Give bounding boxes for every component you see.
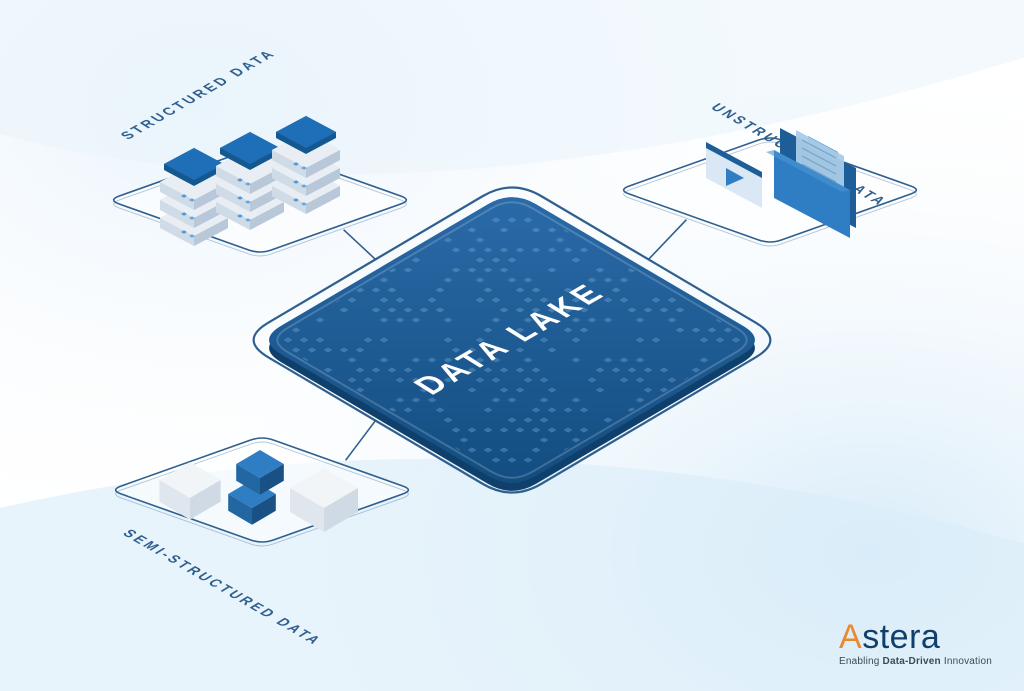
logo-tagline: Enabling Data-Driven Innovation [839, 656, 992, 667]
diagram-svg: DATA LAKE STRUCTURED DATA UNSTRUCTURED D… [0, 0, 1024, 691]
diagram-canvas: DATA LAKE STRUCTURED DATA UNSTRUCTURED D… [0, 0, 1024, 691]
logo-accent-char: A [839, 618, 862, 656]
logo-text: stera [862, 618, 940, 656]
brand-logo: Astera Enabling Data-Driven Innovation [839, 620, 992, 667]
